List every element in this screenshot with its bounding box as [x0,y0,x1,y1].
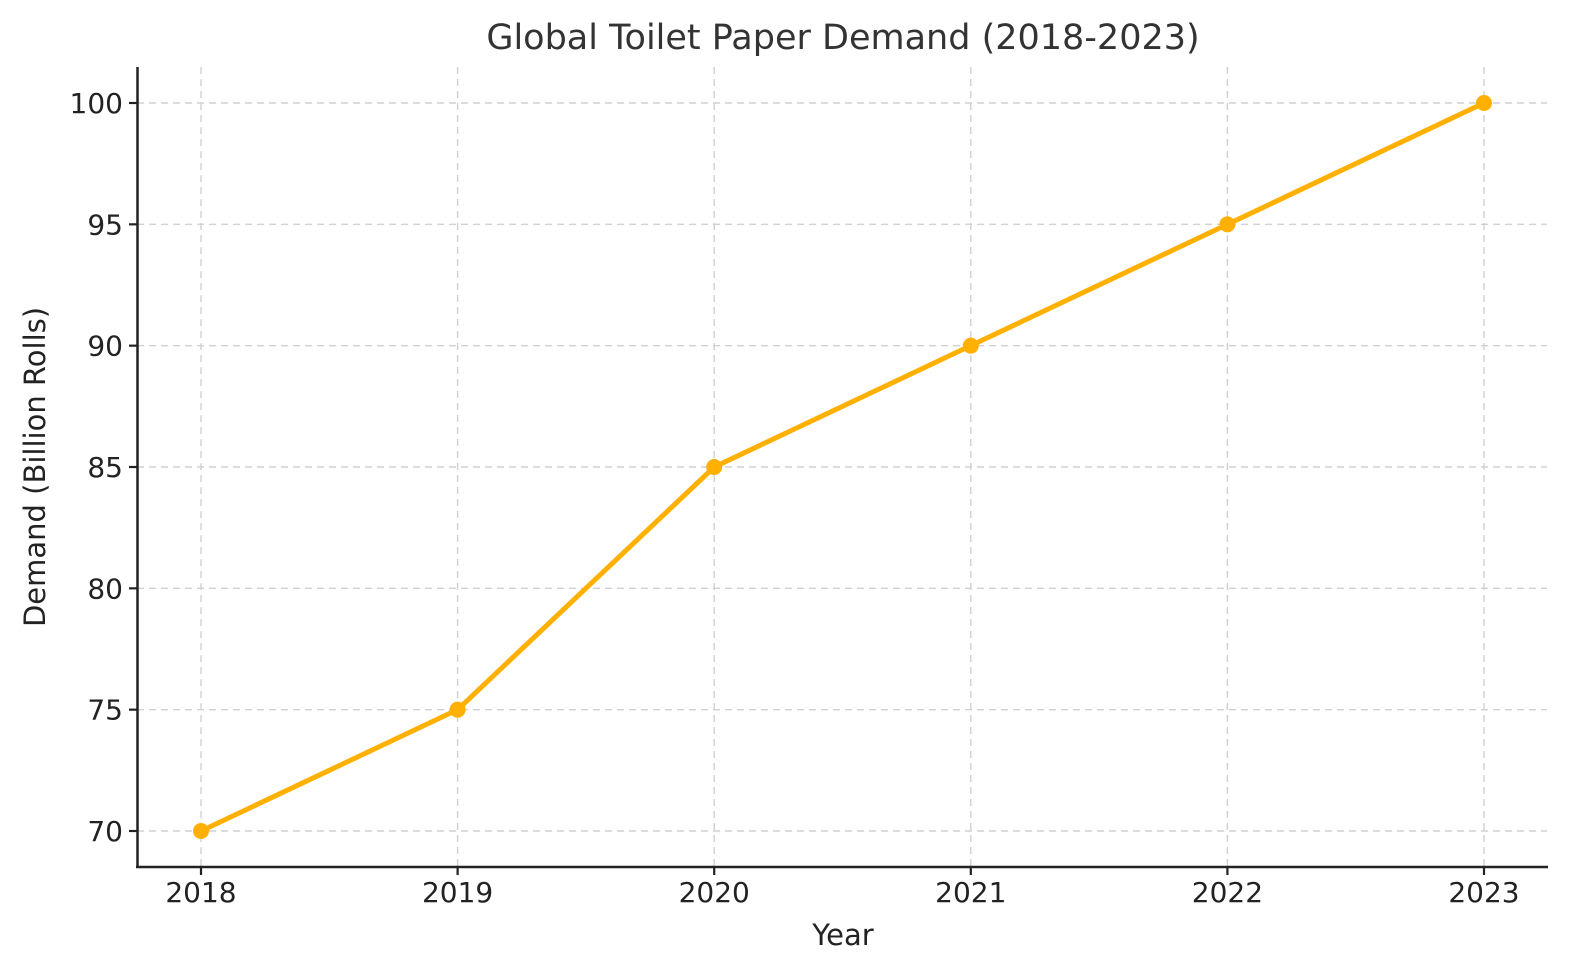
y-tick-label: 95 [87,208,123,241]
data-point-marker [962,337,979,354]
x-tick-label: 2021 [935,876,1006,909]
y-tick-label: 90 [87,330,123,363]
y-tick-label: 75 [87,694,123,727]
data-point-marker [449,701,466,718]
data-point-marker [1219,216,1236,233]
x-tick-label: 2022 [1192,876,1263,909]
data-point-marker [193,823,209,839]
y-axis-ticks: 70 75 80 85 90 95 100 [70,87,137,848]
x-tick-label: 2020 [679,876,750,909]
axes-spines [136,67,1548,869]
x-tick-label: 2023 [1448,876,1519,909]
series-line [199,100,1486,834]
chart-title: Global Toilet Paper Demand (2018-2023) [486,18,1199,58]
x-axis-ticks: 2018 2019 2020 2021 2022 2023 [165,867,1520,909]
x-axis-label: Year [811,918,873,952]
data-series [193,95,1492,839]
y-tick-label: 70 [87,815,123,848]
data-point-marker [706,459,723,475]
grid-lines [137,67,1547,867]
y-tick-label: 100 [70,87,123,120]
x-tick-label: 2018 [165,876,236,909]
data-point-marker [1476,95,1492,111]
y-tick-label: 85 [87,451,123,484]
y-tick-label: 80 [87,572,123,605]
y-axis-label: Demand (Billion Rolls) [18,307,52,627]
x-tick-label: 2019 [422,876,493,909]
